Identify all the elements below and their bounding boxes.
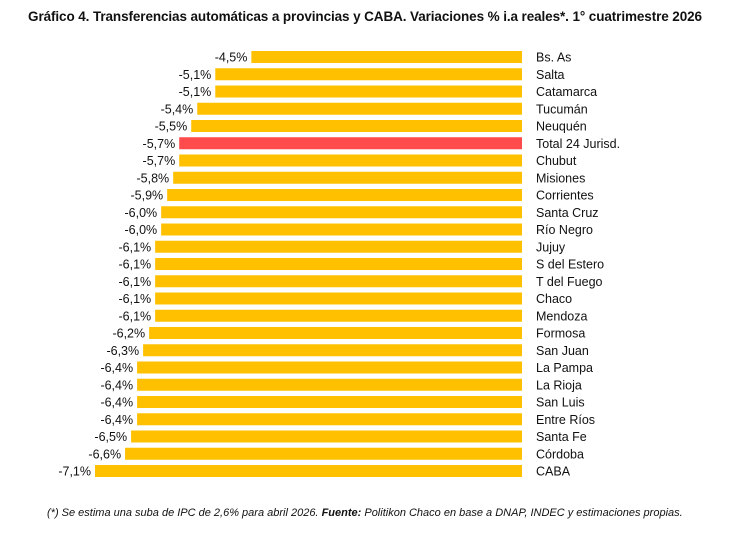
bar-chubut bbox=[179, 154, 522, 167]
data-label-total-24-jurisd: -5,7% bbox=[143, 137, 176, 151]
bar-bs-as bbox=[251, 51, 522, 63]
bar-san-luis bbox=[137, 396, 523, 408]
source-text: Politikon Chaco en base a DNAP, INDEC y … bbox=[361, 507, 683, 519]
category-label-total-24-jurisd: Total 24 Jurisd. bbox=[536, 137, 620, 151]
data-label-santa-fe: -6,5% bbox=[94, 430, 127, 444]
category-label-catamarca: Catamarca bbox=[536, 85, 597, 99]
category-label-corrientes: Corrientes bbox=[536, 189, 594, 203]
category-label-santa-cruz: Santa Cruz bbox=[536, 206, 599, 220]
bar-chaco bbox=[155, 292, 522, 305]
data-label-la-rioja: -6,4% bbox=[100, 378, 133, 392]
data-label-corrientes: -5,9% bbox=[131, 189, 164, 203]
bar-s-del-estero bbox=[155, 258, 522, 270]
category-label-s-del-estero: S del Estero bbox=[536, 258, 604, 272]
category-label-mendoza: Mendoza bbox=[536, 309, 587, 323]
data-label-tucuman: -5,4% bbox=[161, 102, 194, 116]
chart-title: Gráfico 4. Transferencias automáticas a … bbox=[28, 9, 702, 24]
category-label-bs-as: Bs. As bbox=[536, 51, 571, 65]
category-label-chaco: Chaco bbox=[536, 292, 572, 306]
data-label-chaco: -6,1% bbox=[118, 292, 151, 306]
category-label-misiones: Misiones bbox=[536, 171, 585, 185]
data-label-mendoza: -6,1% bbox=[118, 309, 151, 323]
data-label-entre-rios: -6,4% bbox=[100, 413, 133, 427]
footnote-text: (*) Se estima una suba de IPC de 2,6% pa… bbox=[47, 507, 322, 519]
bar-tucuman bbox=[197, 102, 522, 115]
data-label-formosa: -6,2% bbox=[112, 327, 145, 341]
category-label-salta: Salta bbox=[536, 68, 565, 82]
bar-la-rioja bbox=[137, 378, 523, 391]
bar-rio-negro bbox=[161, 223, 523, 236]
data-label-cordoba: -6,6% bbox=[88, 447, 121, 461]
data-label-san-juan: -6,3% bbox=[106, 344, 139, 358]
category-label-san-luis: San Luis bbox=[536, 396, 585, 410]
data-label-caba: -7,1% bbox=[58, 465, 91, 479]
footnote: (*) Se estima una suba de IPC de 2,6% pa… bbox=[47, 507, 683, 519]
category-label-santa-fe: Santa Fe bbox=[536, 430, 587, 444]
data-label-neuquen: -5,5% bbox=[155, 120, 188, 134]
source-label: Fuente: bbox=[321, 507, 362, 519]
category-label-entre-rios: Entre Ríos bbox=[536, 413, 595, 427]
category-label-chubut: Chubut bbox=[536, 154, 577, 168]
bar-entre-rios bbox=[137, 413, 523, 426]
bar-corrientes bbox=[167, 189, 523, 201]
category-label-tucuman: Tucumán bbox=[536, 102, 588, 116]
category-label-jujuy: Jujuy bbox=[536, 240, 566, 254]
bar-san-juan bbox=[143, 344, 522, 357]
data-label-rio-negro: -6,0% bbox=[124, 223, 157, 237]
bar-cordoba bbox=[125, 447, 522, 460]
data-label-la-pampa: -6,4% bbox=[100, 361, 133, 375]
bar-santa-fe bbox=[131, 430, 522, 443]
category-label-neuquen: Neuquén bbox=[536, 120, 587, 134]
bar-santa-cruz bbox=[161, 206, 523, 219]
data-label-misiones: -5,8% bbox=[137, 171, 170, 185]
data-label-s-del-estero: -6,1% bbox=[118, 258, 151, 272]
bar-total-24-jurisd bbox=[179, 137, 522, 150]
data-label-salta: -5,1% bbox=[179, 68, 212, 82]
category-label-san-juan: San Juan bbox=[536, 344, 589, 358]
data-label-santa-cruz: -6,0% bbox=[124, 206, 157, 220]
category-label-cordoba: Córdoba bbox=[536, 447, 584, 461]
category-label-rio-negro: Río Negro bbox=[536, 223, 593, 237]
bar-caba bbox=[95, 465, 522, 477]
bar-la-pampa bbox=[137, 361, 523, 374]
category-label-caba: CABA bbox=[536, 465, 571, 479]
data-label-t-del-fuego: -6,1% bbox=[118, 275, 151, 289]
bar-chart: -4,5% Bs. As -5,1% Salta -5,1% Catamarca -5,4%… bbox=[58, 51, 620, 479]
data-label-san-luis: -6,4% bbox=[100, 396, 133, 410]
category-label-la-rioja: La Rioja bbox=[536, 378, 582, 392]
bar-salta bbox=[215, 68, 523, 81]
data-label-catamarca: -5,1% bbox=[179, 85, 212, 99]
bar-neuquen bbox=[191, 120, 523, 132]
bar-t-del-fuego bbox=[155, 275, 522, 288]
bar-jujuy bbox=[155, 240, 522, 253]
data-label-bs-as: -4,5% bbox=[215, 51, 248, 65]
bar-mendoza bbox=[155, 309, 522, 322]
data-label-chubut: -5,7% bbox=[143, 154, 176, 168]
bar-formosa bbox=[149, 327, 522, 339]
bar-catamarca bbox=[215, 85, 523, 98]
bar-misiones bbox=[173, 171, 522, 184]
category-label-formosa: Formosa bbox=[536, 327, 585, 341]
category-label-t-del-fuego: T del Fuego bbox=[536, 275, 603, 289]
category-label-la-pampa: La Pampa bbox=[536, 361, 593, 375]
data-label-jujuy: -6,1% bbox=[118, 240, 151, 254]
